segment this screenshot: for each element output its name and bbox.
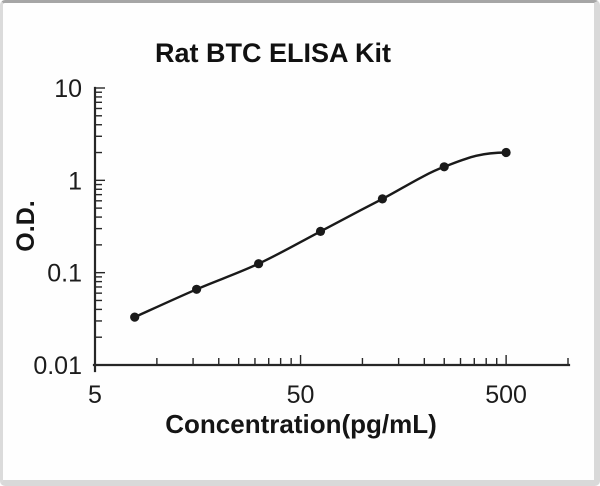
tick-labels: 5 50 500 10 1 0.1 0.01 (33, 75, 527, 409)
data-point (315, 226, 326, 236)
x-tick-label: 500 (485, 381, 527, 409)
data-point (377, 194, 387, 204)
data-points (130, 147, 511, 322)
y-tick-label: 0.1 (47, 260, 82, 288)
y-axis-title: O.D. (12, 200, 40, 252)
data-point (254, 259, 264, 269)
y-tick-label: 1 (68, 167, 82, 195)
data-point (192, 284, 202, 294)
data-point (439, 162, 449, 172)
data-point (501, 147, 511, 158)
axis-ticks (94, 87, 569, 366)
axes (92, 86, 571, 373)
y-tick-label: 10 (54, 75, 82, 103)
data-point (130, 312, 140, 322)
chart-title: Rat BTC ELISA Kit (155, 38, 391, 68)
x-axis-title: Concentration(pg/mL) (165, 409, 437, 439)
x-tick-label: 50 (287, 381, 315, 409)
y-tick-label: 0.01 (33, 352, 82, 380)
x-tick-label: 5 (88, 381, 102, 409)
